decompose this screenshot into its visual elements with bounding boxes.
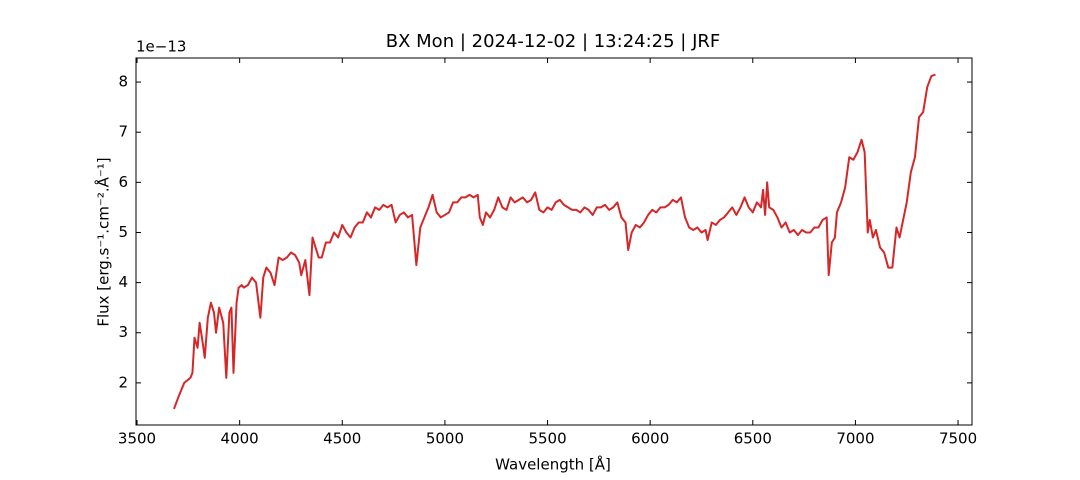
x-tick-label: 5000	[426, 430, 464, 448]
y-axis-label: Flux [erg.s⁻¹.cm⁻².Å⁻¹]	[94, 157, 113, 326]
x-tick-label: 5500	[528, 430, 566, 448]
spectrum-line	[173, 73, 936, 410]
x-tick-label: 3500	[118, 430, 156, 448]
x-tick-label: 4500	[323, 430, 361, 448]
y-tick-label: 4	[118, 273, 128, 291]
x-tick-label: 7000	[836, 430, 874, 448]
x-tick-label: 6500	[734, 430, 772, 448]
x-tick-label: 4000	[221, 430, 259, 448]
y-tick-label: 7	[118, 123, 128, 141]
y-tick-label: 2	[118, 373, 128, 391]
y-offset-label: 1e−13	[136, 38, 186, 56]
chart-title: BX Mon | 2024-12-02 | 13:24:25 | JRF	[386, 31, 721, 52]
x-tick-label: 6000	[631, 430, 669, 448]
y-tick-label: 8	[118, 73, 128, 91]
y-tick-label: 6	[118, 173, 128, 191]
plot-frame	[135, 57, 973, 426]
x-axis-label: Wavelength [Å]	[495, 455, 611, 474]
x-tick-label: 7500	[939, 430, 977, 448]
y-tick-label: 3	[118, 323, 128, 341]
y-tick-label: 5	[118, 223, 128, 241]
